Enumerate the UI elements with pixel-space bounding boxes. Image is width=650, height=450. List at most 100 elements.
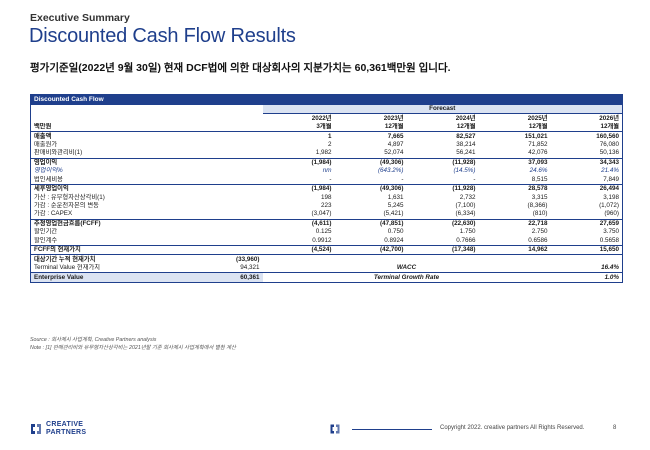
table-row-terminal-value: Terminal Value 현재가치 94,321 WACC 16.4%	[31, 264, 623, 273]
logo-line2: PARTNERS	[46, 428, 87, 436]
cell: 0.6586	[528, 236, 548, 244]
cell: 3,198	[603, 193, 620, 201]
table-row-nopat: 세후영업이익 (1,984) (49,306) (11,928) 28,578 …	[30, 183, 623, 194]
cell: 27,659	[550, 218, 623, 229]
cell: (47,851)	[334, 218, 407, 229]
cell: (6,334)	[455, 210, 476, 218]
cell: (1,984)	[262, 157, 335, 168]
cell: 5,245	[387, 202, 404, 210]
table-row-cumulative-pv: 대상기간 누적 현재가치 (33,960)	[30, 254, 623, 264]
cell: (49,306)	[334, 157, 407, 168]
cell: (1,984)	[262, 183, 335, 194]
cell: -	[329, 175, 332, 183]
wacc-label: WACC	[396, 264, 417, 272]
company-logo: CREATIVE PARTNERS	[30, 421, 86, 436]
year-header: 2026년	[550, 113, 623, 123]
period-header-row: 백만원 3개월 12개월 12개월 12개월 12개월	[30, 122, 623, 133]
table-title-band: Discounted Cash Flow	[30, 94, 623, 105]
forecast-header-row: Forecast	[31, 105, 623, 115]
cell: 14,962	[478, 244, 551, 255]
page-subtitle: 평가기준일(2022년 9월 30일) 현재 DCF법에 의한 대상회사의 지분…	[30, 62, 451, 74]
cell: 94,321	[240, 264, 260, 272]
row-label: FCFF의 현재가치	[30, 244, 263, 255]
cell: 7,665	[387, 132, 404, 140]
year-header: 2023년	[334, 113, 407, 123]
cell: 2.750	[531, 228, 548, 236]
cell: 52,074	[384, 149, 404, 157]
period-header: 3개월	[262, 122, 335, 133]
table-row-fcff: 추정영업현금흐름(FCFF) (4,611) (47,851) (22,630)…	[30, 218, 623, 229]
period-header: 12개월	[406, 122, 479, 133]
cell: nm	[322, 167, 332, 175]
cell: (4,524)	[262, 244, 335, 255]
cell: (810)	[532, 210, 548, 218]
footer-mark-icon	[330, 424, 340, 434]
cell: 0.8924	[384, 236, 404, 244]
year-header: 2025년	[478, 113, 551, 123]
footnote: Note : [1] 판매관리비와 유무형자산상각비는 2021년말 기준 회사…	[30, 345, 236, 351]
table-row-revenue: 매출액 1 7,665 82,527 151,021 160,560	[31, 132, 623, 141]
cell: 22,718	[478, 218, 551, 229]
page-number: 8	[613, 425, 617, 431]
cell: (11,928)	[406, 183, 479, 194]
row-label: 추정영업현금흐름(FCFF)	[30, 218, 263, 229]
page-title: Discounted Cash Flow Results	[29, 25, 296, 47]
cell: 76,080	[599, 140, 620, 148]
cell: (8,366)	[527, 202, 548, 210]
dcf-table: Discounted Cash Flow Forecast 2022년 2023…	[30, 94, 624, 283]
cell: (960)	[604, 210, 620, 218]
cell: 7,849	[603, 175, 620, 183]
cell: 0.7666	[456, 236, 476, 244]
cell: (3,047)	[311, 210, 332, 218]
table-row-depreciation: 가산 : 유무형자산상각비(1) 198 1,631 2,732 3,315 3…	[31, 193, 623, 201]
table-row-operating-income: 영업이익 (1,984) (49,306) (11,928) 37,093 34…	[30, 157, 623, 168]
table-row-cogs: 매출원가 2 4,897 38,214 71,852 76,080	[31, 141, 623, 149]
table-row-capex: 가감 : CAPEX (3,047) (5,421) (6,334) (810)…	[31, 210, 623, 219]
cell: (33,960)	[170, 254, 263, 264]
cell: 71,852	[528, 140, 548, 148]
cell: 3.750	[603, 228, 620, 236]
row-label: 매출액	[34, 132, 52, 140]
unit-label: 백만원	[30, 122, 263, 133]
row-label: 대상기간 누적 현재가치	[30, 254, 171, 264]
cell: (11,928)	[406, 157, 479, 168]
cell: 56,241	[456, 149, 476, 157]
row-label: 세후영업이익	[30, 183, 263, 194]
cell: (17,348)	[406, 244, 479, 255]
row-label: 영업이익	[30, 157, 263, 168]
table-row-discount-factor: 할인계수 0.9912 0.8924 0.7666 0.6586 0.5658	[31, 237, 623, 246]
cell: (4,611)	[262, 218, 335, 229]
cell: 50,136	[599, 149, 620, 157]
cell: 151,021	[524, 132, 548, 140]
logo-line1: CREATIVE	[46, 421, 84, 428]
cell: (14.5%)	[453, 167, 476, 175]
cell: 38,214	[456, 140, 476, 148]
period-header: 12개월	[334, 122, 407, 133]
cell: 1	[327, 132, 332, 140]
cell: 42,076	[528, 149, 548, 157]
row-label: 할인계수	[34, 236, 58, 244]
cell: 2,732	[459, 193, 476, 201]
year-header-row: 2022년 2023년 2024년 2025년 2026년	[30, 113, 623, 123]
cell: 0.9912	[312, 236, 332, 244]
cell: 60,361	[170, 272, 263, 283]
period-header: 12개월	[478, 122, 551, 133]
row-label: 가감 : CAPEX	[34, 210, 73, 218]
cell: 4,897	[387, 140, 404, 148]
cell: (42,700)	[334, 244, 407, 255]
copyright-text: Copyright 2022. creative partners All Ri…	[440, 425, 585, 431]
table-row-operating-margin: 영업이익% nm (643.2%) (14.5%) 24.6% 21.4%	[31, 167, 623, 175]
section-label: Executive Summary	[30, 12, 130, 24]
cell: 26,494	[550, 183, 623, 194]
cell: 82,527	[456, 132, 476, 140]
row-label: Terminal Value 현재가치	[34, 264, 101, 272]
table-title: Discounted Cash Flow	[30, 94, 623, 105]
source-note: Source : 회사제시 사업계획, Creative Partners an…	[30, 337, 157, 343]
cell: 8,515	[531, 175, 548, 183]
cell: (1,072)	[599, 202, 620, 210]
footer-divider	[352, 429, 432, 430]
cell: 28,578	[478, 183, 551, 194]
terminal-growth-value: 1.0%	[550, 272, 623, 283]
table-row-pv-fcff: FCFF의 현재가치 (4,524) (42,700) (17,348) 14,…	[30, 244, 623, 255]
year-header: 2024년	[406, 113, 479, 123]
